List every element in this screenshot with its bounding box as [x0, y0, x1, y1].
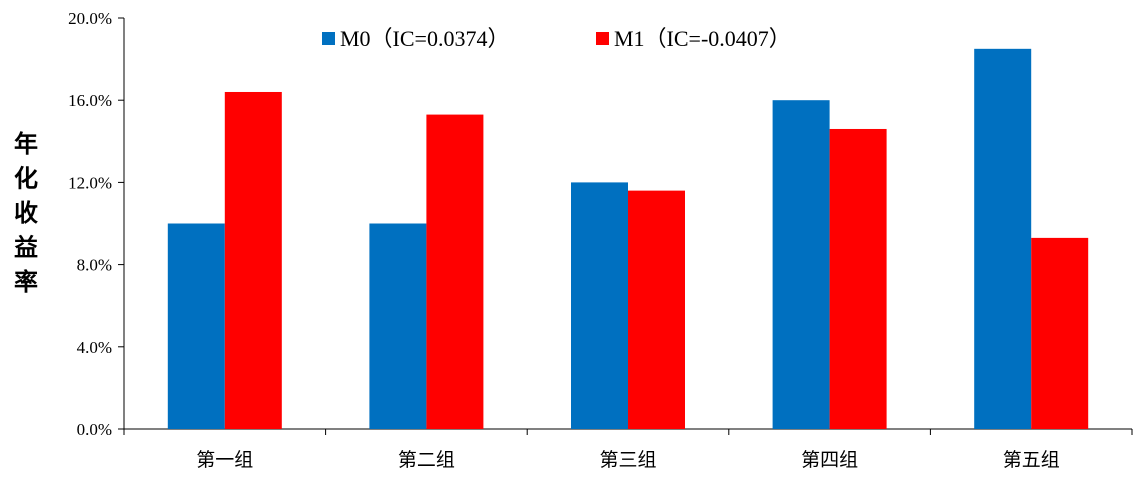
x-tick-label: 第一组 [196, 449, 253, 471]
y-tick-label: 20.0% [68, 9, 112, 28]
y-axis-label-char: 收 [14, 200, 38, 227]
y-axis-label-char: 益 [14, 234, 38, 262]
legend-swatch [322, 32, 335, 45]
bars [167, 48, 1089, 430]
bar-m0 [167, 223, 225, 429]
legend-label: M0（IC=0.0374） [340, 26, 509, 51]
bar-m0 [974, 48, 1032, 429]
y-tick-label: 0.0% [77, 420, 112, 439]
y-axis-label-char: 率 [14, 268, 38, 296]
x-tick-label: 第三组 [599, 449, 656, 471]
legend-swatch [596, 32, 609, 45]
legend: M0（IC=0.0374） M1（IC=-0.0407） [322, 26, 791, 51]
y-axis-label-char: 化 [14, 165, 38, 193]
x-tick-label: 第二组 [398, 449, 455, 471]
x-tick-labels: 第一组 第二组 第三组 第四组 第五组 [196, 449, 1059, 471]
y-tick-label: 8.0% [77, 256, 112, 275]
x-tick-label: 第四组 [801, 449, 858, 471]
y-axis-label-char: 年 [14, 130, 38, 158]
y-tick-label: 16.0% [68, 91, 112, 110]
y-tick-labels: 0.0% 4.0% 8.0% 12.0% 16.0% 20.0% [68, 9, 112, 439]
bar-m1 [628, 190, 685, 429]
bar-m1 [426, 114, 484, 430]
bar-m1 [1031, 237, 1089, 429]
bar-m0 [369, 223, 427, 429]
y-tick-label: 4.0% [77, 338, 112, 357]
bar-m1 [829, 128, 887, 429]
x-tick-label: 第五组 [1003, 449, 1060, 471]
bar-m1 [224, 91, 282, 429]
bar-m0 [772, 100, 830, 429]
y-tick-label: 12.0% [68, 173, 112, 192]
legend-label: M1（IC=-0.0407） [614, 26, 791, 51]
bar-m0 [571, 182, 628, 429]
